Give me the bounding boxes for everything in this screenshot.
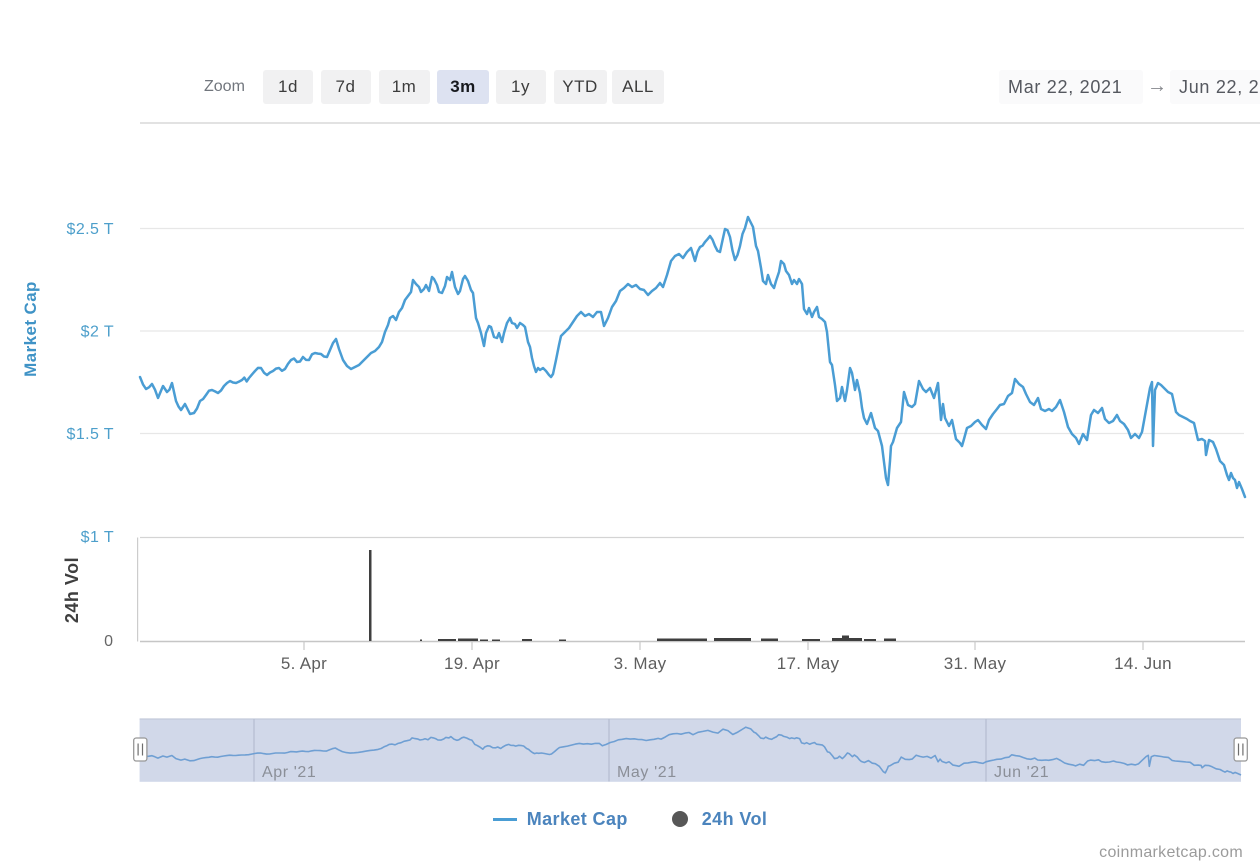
svg-text:$1 T: $1 T (81, 529, 114, 546)
svg-text:$2 T: $2 T (81, 324, 114, 341)
svg-text:Jun '21: Jun '21 (994, 764, 1049, 781)
svg-text:0: 0 (104, 633, 113, 650)
svg-text:14. Jun: 14. Jun (1114, 654, 1172, 673)
svg-text:17. May: 17. May (777, 654, 840, 673)
svg-text:$2.5 T: $2.5 T (67, 221, 114, 238)
svg-text:Market Cap: Market Cap (21, 281, 40, 377)
svg-text:$1.5 T: $1.5 T (67, 426, 114, 443)
svg-text:5. Apr: 5. Apr (281, 654, 327, 673)
svg-text:May '21: May '21 (617, 764, 677, 781)
svg-text:Apr '21: Apr '21 (262, 764, 316, 781)
svg-text:3. May: 3. May (614, 654, 667, 673)
svg-text:19. Apr: 19. Apr (444, 654, 500, 673)
svg-text:24h Vol: 24h Vol (62, 557, 82, 623)
svg-text:31. May: 31. May (944, 654, 1007, 673)
